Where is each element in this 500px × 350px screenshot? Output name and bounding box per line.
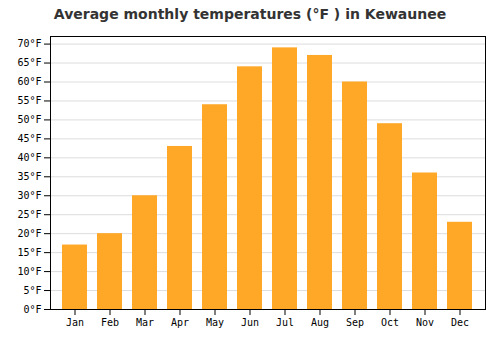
svg-text:Aug: Aug xyxy=(311,317,329,328)
svg-text:30°F: 30°F xyxy=(17,190,41,201)
svg-text:65°F: 65°F xyxy=(17,57,41,68)
svg-text:40°F: 40°F xyxy=(17,152,41,163)
svg-text:60°F: 60°F xyxy=(17,76,41,87)
svg-text:Dec: Dec xyxy=(451,317,469,328)
svg-text:Oct: Oct xyxy=(381,317,399,328)
svg-text:Feb: Feb xyxy=(101,317,119,328)
svg-text:35°F: 35°F xyxy=(17,171,41,182)
svg-text:Mar: Mar xyxy=(136,317,154,328)
svg-text:20°F: 20°F xyxy=(17,228,41,239)
svg-text:Jul: Jul xyxy=(276,317,294,328)
svg-text:May: May xyxy=(206,317,224,328)
svg-text:Jan: Jan xyxy=(66,317,84,328)
svg-text:Sep: Sep xyxy=(346,317,364,328)
svg-text:70°F: 70°F xyxy=(17,38,41,49)
svg-text:Nov: Nov xyxy=(416,317,434,328)
svg-text:15°F: 15°F xyxy=(17,247,41,258)
html-text:Average monthly temperatures (: Average monthly temperatures (°F ) in Ke… xyxy=(53,6,447,22)
svg-text:0°F: 0°F xyxy=(23,304,41,315)
svg-text:55°F: 55°F xyxy=(17,95,41,106)
svg-text:50°F: 50°F xyxy=(17,114,41,125)
svg-text:45°F: 45°F xyxy=(17,133,41,144)
svg-text:Jun: Jun xyxy=(241,317,259,328)
svg-text:10°F: 10°F xyxy=(17,266,41,277)
svg-text:25°F: 25°F xyxy=(17,209,41,220)
svg-text:Apr: Apr xyxy=(171,317,189,328)
svg-text:5°F: 5°F xyxy=(23,285,41,296)
